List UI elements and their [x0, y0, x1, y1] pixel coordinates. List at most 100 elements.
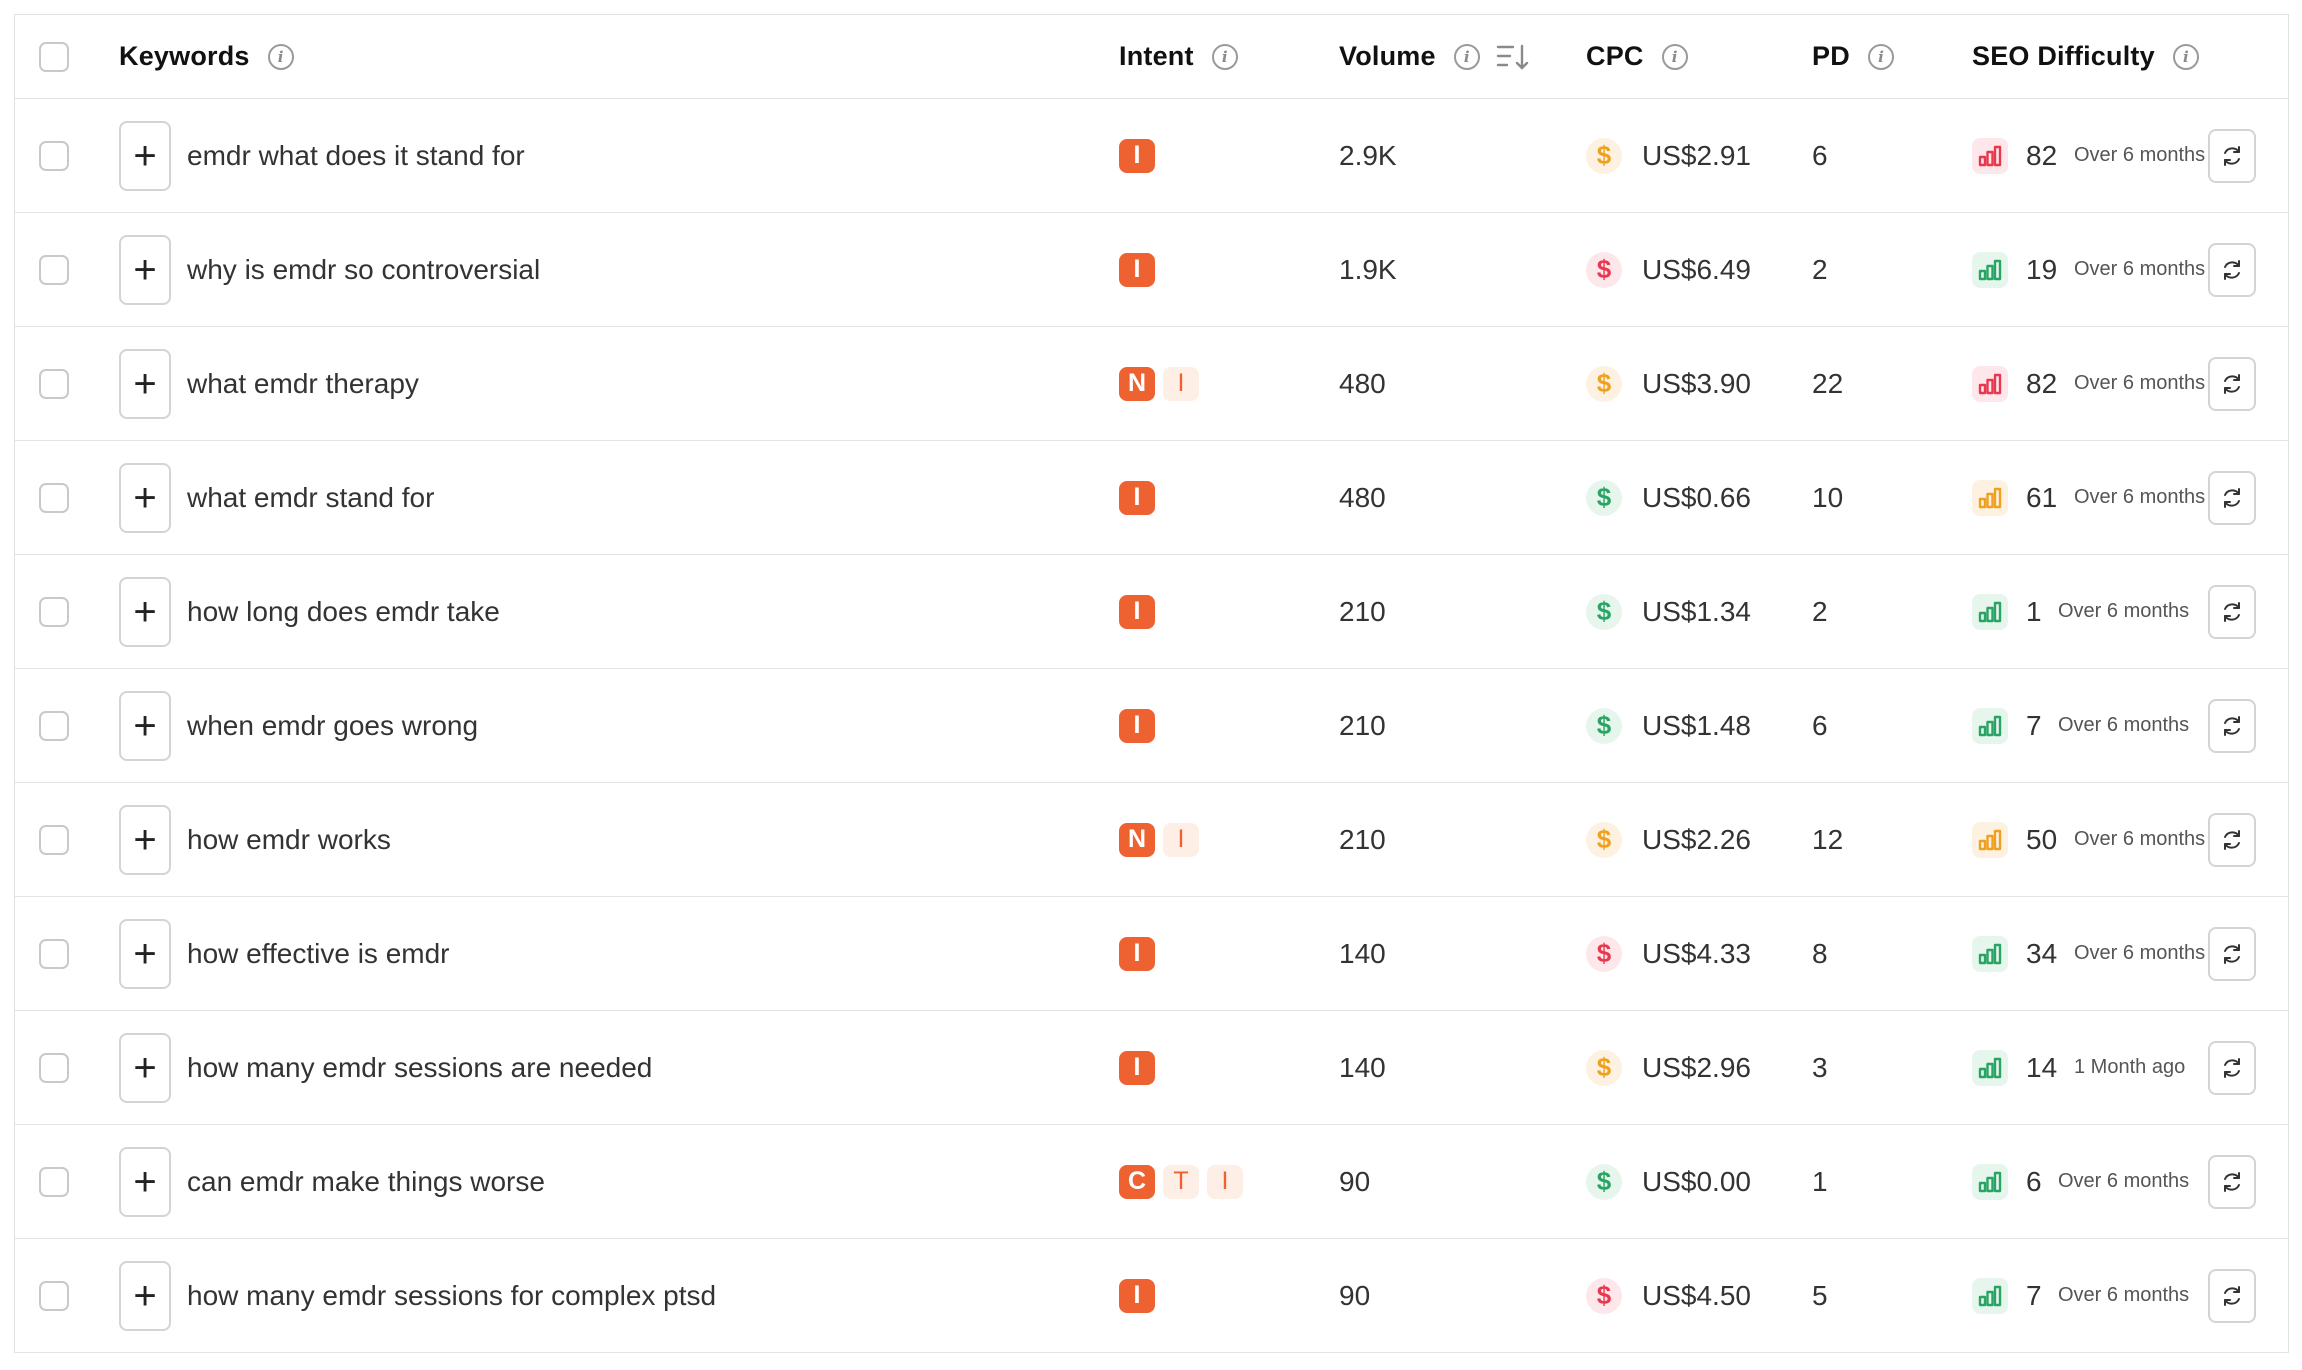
row-checkbox[interactable]	[39, 1052, 69, 1083]
select-all-checkbox[interactable]	[39, 41, 69, 72]
dollar-icon: $	[1586, 821, 1622, 858]
row-checkbox[interactable]	[39, 482, 69, 513]
seo-difficulty-value: 19	[2026, 253, 2058, 285]
header-seo-difficulty[interactable]: SEO Difficulty	[1972, 41, 2155, 71]
add-keyword-button[interactable]: +	[119, 804, 171, 875]
refresh-button[interactable]	[2208, 128, 2256, 183]
seo-difficulty-value: 1	[2026, 595, 2042, 627]
refresh-button[interactable]	[2208, 698, 2256, 753]
seo-difficulty-value: 7	[2026, 1279, 2042, 1311]
intent-badge: I	[1207, 1164, 1243, 1199]
last-updated-text: Over 6 months	[2074, 486, 2206, 508]
row-checkbox[interactable]	[39, 710, 69, 741]
row-checkbox[interactable]	[39, 596, 69, 627]
refresh-icon	[2220, 600, 2244, 624]
pd-value: 10	[1812, 481, 1844, 513]
add-keyword-button[interactable]: +	[119, 1260, 171, 1331]
dollar-icon: $	[1586, 707, 1622, 744]
refresh-button[interactable]	[2208, 1040, 2256, 1095]
info-icon[interactable]: i	[2172, 43, 2199, 70]
refresh-button[interactable]	[2208, 584, 2256, 639]
refresh-button[interactable]	[2208, 1154, 2256, 1209]
info-icon[interactable]: i	[1211, 43, 1238, 70]
last-updated-text: Over 6 months	[2058, 1170, 2190, 1192]
refresh-button[interactable]	[2208, 242, 2256, 297]
last-updated-text: Over 6 months	[2058, 714, 2190, 736]
refresh-button[interactable]	[2208, 926, 2256, 981]
header-intent[interactable]: Intent	[1119, 41, 1194, 71]
header-keywords[interactable]: Keywords	[119, 41, 250, 71]
seo-difficulty-value: 61	[2026, 481, 2058, 513]
add-keyword-button[interactable]: +	[119, 918, 171, 989]
table-row: + how emdr works N I 210 $ US$2.26 12 50 Over 6 m…	[15, 783, 2288, 897]
header-volume[interactable]: Volume	[1339, 41, 1436, 71]
last-updated-text: Over 6 months	[2074, 828, 2206, 850]
dollar-icon: $	[1586, 365, 1622, 402]
cpc-value: US$4.33	[1642, 937, 1751, 969]
intent-badge: I	[1119, 936, 1155, 971]
row-checkbox[interactable]	[39, 140, 69, 171]
add-keyword-button[interactable]: +	[119, 234, 171, 305]
difficulty-bars-icon	[1972, 479, 2008, 516]
keyword-text: can emdr make things worse	[187, 1165, 545, 1197]
header-pd[interactable]: PD	[1812, 41, 1850, 71]
add-keyword-button[interactable]: +	[119, 462, 171, 533]
keyword-text: how emdr works	[187, 823, 391, 855]
row-checkbox[interactable]	[39, 938, 69, 969]
row-checkbox[interactable]	[39, 368, 69, 399]
info-icon[interactable]: i	[1661, 43, 1688, 70]
row-checkbox[interactable]	[39, 1280, 69, 1311]
pd-value: 1	[1812, 1165, 1828, 1197]
pd-value: 12	[1812, 823, 1844, 855]
difficulty-bars-icon	[1972, 251, 2008, 288]
dollar-icon: $	[1586, 593, 1622, 630]
add-keyword-button[interactable]: +	[119, 576, 171, 647]
dollar-icon: $	[1586, 1049, 1622, 1086]
row-checkbox[interactable]	[39, 254, 69, 285]
table-header: Keywords i Intent i Volume i	[15, 15, 2288, 99]
refresh-button[interactable]	[2208, 470, 2256, 525]
refresh-button[interactable]	[2208, 356, 2256, 411]
volume-value: 210	[1339, 823, 1386, 855]
refresh-button[interactable]	[2208, 1268, 2256, 1323]
intent-cell: I	[1119, 669, 1163, 782]
refresh-button[interactable]	[2208, 812, 2256, 867]
cpc-value: US$2.91	[1642, 139, 1751, 171]
last-updated-text: Over 6 months	[2058, 1284, 2190, 1306]
table-row: + what emdr therapy N I 480 $ US$3.90 22 82 Over …	[15, 327, 2288, 441]
add-keyword-button[interactable]: +	[119, 120, 171, 191]
cpc-value: US$0.66	[1642, 481, 1751, 513]
add-keyword-button[interactable]: +	[119, 690, 171, 761]
add-keyword-button[interactable]: +	[119, 1032, 171, 1103]
info-icon[interactable]: i	[1867, 43, 1894, 70]
keyword-text: what emdr stand for	[187, 481, 435, 513]
pd-value: 5	[1812, 1279, 1828, 1311]
row-checkbox[interactable]	[39, 1166, 69, 1197]
row-checkbox[interactable]	[39, 824, 69, 855]
intent-badge: T	[1163, 1164, 1199, 1199]
dollar-icon: $	[1586, 935, 1622, 972]
info-icon[interactable]: i	[1453, 43, 1480, 70]
plus-icon: +	[133, 703, 157, 748]
add-keyword-button[interactable]: +	[119, 348, 171, 419]
cpc-value: US$2.26	[1642, 823, 1751, 855]
intent-cell: I	[1119, 441, 1163, 554]
add-keyword-button[interactable]: +	[119, 1146, 171, 1217]
seo-difficulty-value: 6	[2026, 1165, 2042, 1197]
intent-cell: I	[1119, 1011, 1163, 1124]
header-cpc[interactable]: CPC	[1586, 41, 1644, 71]
pd-value: 3	[1812, 1051, 1828, 1083]
sort-descending-icon[interactable]	[1496, 42, 1530, 72]
seo-difficulty-value: 82	[2026, 139, 2058, 171]
dollar-icon: $	[1586, 479, 1622, 516]
volume-value: 210	[1339, 709, 1386, 741]
pd-value: 6	[1812, 139, 1828, 171]
dollar-icon: $	[1586, 1277, 1622, 1314]
difficulty-bars-icon	[1972, 365, 2008, 402]
keyword-text: when emdr goes wrong	[187, 709, 479, 741]
intent-cell: I	[1119, 99, 1163, 212]
info-icon[interactable]: i	[267, 43, 294, 70]
